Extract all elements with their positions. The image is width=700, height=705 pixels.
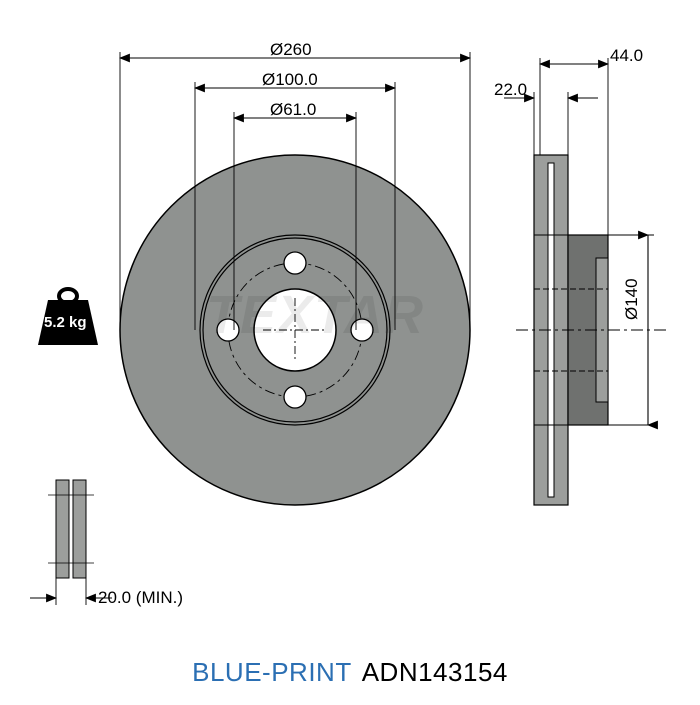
weight-value-label: 5.2 kg	[44, 314, 87, 331]
dim-min-thickness-label: 20.0 (MIN.)	[98, 588, 183, 608]
dim-bolt-circle-label: Ø100.0	[262, 70, 318, 90]
dim-hat-od-label: Ø140	[622, 278, 642, 320]
dim-outer-diameter-label: Ø260	[270, 40, 312, 60]
caption-partnumber-text: ADN143154	[362, 657, 508, 688]
side-view-group	[516, 155, 666, 505]
caption-brand-text: BLUE-PRINT	[192, 657, 352, 688]
front-view-group	[120, 155, 470, 505]
dim-center-bore-label: Ø61.0	[270, 100, 316, 120]
min-thickness-icon-group	[48, 480, 94, 578]
caption-bar: BLUE-PRINT ADN143154	[0, 644, 700, 700]
dim-offset-label: 44.0	[610, 46, 643, 66]
dim-thickness-label: 22.0	[494, 80, 527, 100]
technical-drawing: Ø260 Ø100.0 Ø61.0 44.0 22.0 Ø140 5.2 kg …	[0, 0, 700, 700]
